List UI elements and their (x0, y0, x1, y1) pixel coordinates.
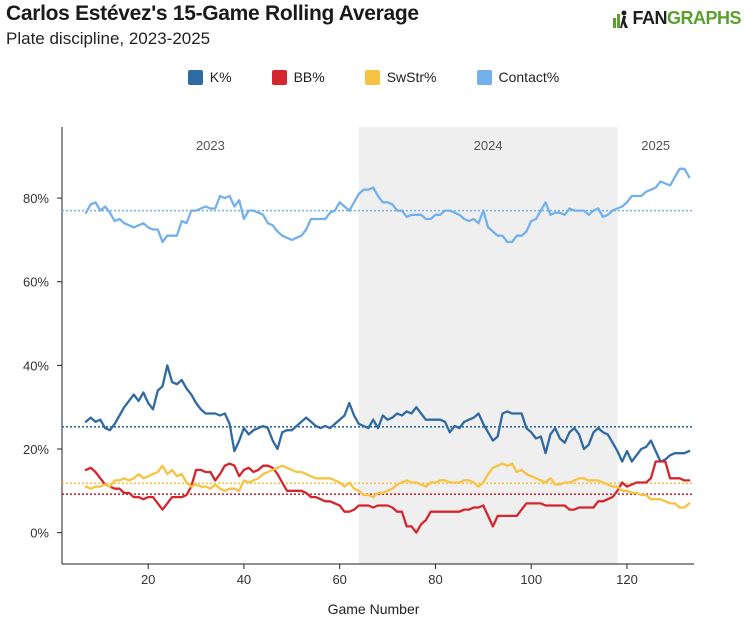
y-tick-label: 0% (30, 526, 49, 541)
legend-label-k: K% (209, 69, 232, 85)
logo-text-fan: FAN (632, 8, 667, 28)
legend-swatch-contact (476, 69, 492, 85)
fangraphs-logo-icon (613, 10, 629, 28)
season-label-2024: 2024 (474, 138, 503, 153)
series-line-k (84, 364, 691, 463)
x-axis-label: Game Number (327, 601, 420, 617)
season-label-2025: 2025 (641, 138, 670, 153)
series-line-bb (84, 460, 691, 534)
x-tick-label: 60 (332, 572, 346, 587)
legend-swatch-swstr (364, 69, 380, 85)
y-tick-label: 60% (23, 275, 49, 290)
season-band-2024 (358, 127, 618, 564)
fangraphs-logo[interactable]: FAN GRAPHS (612, 8, 742, 29)
legend-item-swstr: SwStr% (364, 69, 437, 85)
chart-title: Carlos Estévez's 15-Game Rolling Average (6, 2, 419, 25)
season-label-2023: 2023 (196, 138, 225, 153)
y-tick-label: 40% (23, 358, 49, 373)
legend-label-swstr: SwStr% (386, 69, 437, 85)
logo-text-graphs: GRAPHS (666, 8, 742, 28)
y-tick-label: 80% (23, 191, 49, 206)
legend-item-k: K% (187, 69, 232, 85)
chart-legend: K% BB% SwStr% Contact% (0, 69, 747, 85)
x-tick-label: 20 (141, 572, 155, 587)
legend-item-bb: BB% (271, 69, 325, 85)
legend-item-contact: Contact% (476, 69, 560, 85)
x-tick-label: 120 (616, 572, 638, 587)
x-tick-label: 80 (428, 572, 442, 587)
chart-subtitle: Plate discipline, 2023-2025 (6, 29, 211, 48)
legend-label-bb: BB% (293, 69, 325, 85)
legend-label-contact: Contact% (498, 69, 560, 85)
series-line-swstr (84, 462, 691, 509)
y-tick-label: 20% (23, 442, 49, 457)
x-tick-label: 100 (520, 572, 542, 587)
legend-swatch-k (187, 69, 203, 85)
legend-swatch-bb (271, 69, 287, 85)
series-line-contact (84, 167, 691, 244)
x-tick-label: 40 (237, 572, 251, 587)
